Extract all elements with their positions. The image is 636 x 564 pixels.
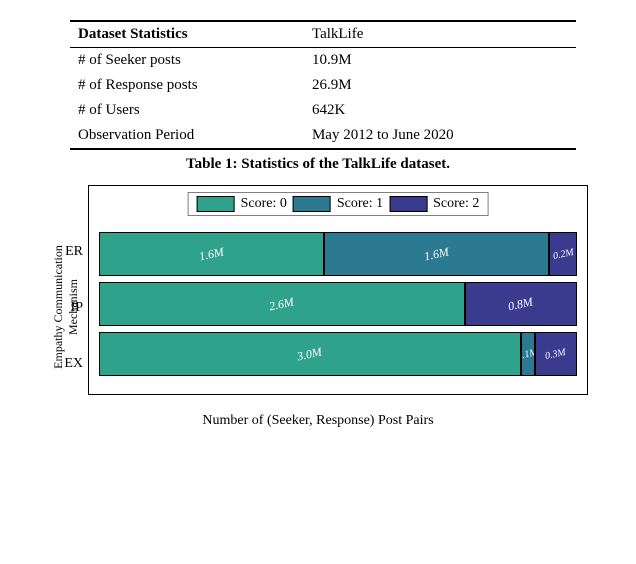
bars-zone: ER 1.6M 1.6M 0.2M IP 2.6M 0.8M EX 3.0M 0… [89, 226, 587, 386]
table-header-right: TalkLife [304, 21, 576, 48]
legend-swatch-2 [389, 196, 427, 212]
bar-row-ip: 2.6M 0.8M [99, 282, 577, 326]
bar-seg-er-0: 1.6M [99, 232, 324, 276]
ytick-er: ER [55, 244, 83, 260]
chart-plot-box: Score: 0 Score: 1 Score: 2 ER 1.6M 1.6M … [88, 185, 588, 395]
chart-area: Empathy CommunicationMechanism Score: 0 … [38, 177, 598, 427]
legend-swatch-0 [197, 196, 235, 212]
dataset-table-wrap: Dataset Statistics TalkLife # of Seeker … [20, 20, 616, 150]
dataset-table: Dataset Statistics TalkLife # of Seeker … [70, 20, 576, 150]
bar-seg-ex-1: 0.1M [521, 332, 535, 376]
legend-swatch-1 [293, 196, 331, 212]
table-cell: May 2012 to June 2020 [304, 123, 576, 149]
bar-seg-ex-0: 3.0M [99, 332, 521, 376]
ytick-ex: EX [55, 356, 83, 372]
table-cell: 10.9M [304, 48, 576, 74]
bar-row-er: 1.6M 1.6M 0.2M [99, 232, 577, 276]
table-cell: 26.9M [304, 73, 576, 98]
chart-legend: Score: 0 Score: 1 Score: 2 [188, 192, 489, 216]
bar-seg-ex-2: 0.3M [535, 332, 577, 376]
bar-seg-ip-0: 2.6M [99, 282, 465, 326]
bar-row-ex: 3.0M 0.1M 0.3M [99, 332, 577, 376]
legend-label-1: Score: 1 [337, 196, 383, 212]
table-cell: # of Seeker posts [70, 48, 304, 74]
table-cell: 642K [304, 98, 576, 123]
table-cell: Observation Period [70, 123, 304, 149]
table-header-left: Dataset Statistics [70, 21, 304, 48]
chart-xlabel: Number of (Seeker, Response) Post Pairs [38, 413, 598, 429]
table-cell: # of Users [70, 98, 304, 123]
legend-label-2: Score: 2 [433, 196, 479, 212]
bar-seg-ip-2: 0.8M [465, 282, 577, 326]
bar-seg-er-1: 1.6M [324, 232, 549, 276]
ytick-ip: IP [55, 300, 83, 316]
legend-label-0: Score: 0 [241, 196, 287, 212]
bar-seg-er-2: 0.2M [549, 232, 577, 276]
table-caption: Table 1: Statistics of the TalkLife data… [20, 156, 616, 173]
table-cell: # of Response posts [70, 73, 304, 98]
